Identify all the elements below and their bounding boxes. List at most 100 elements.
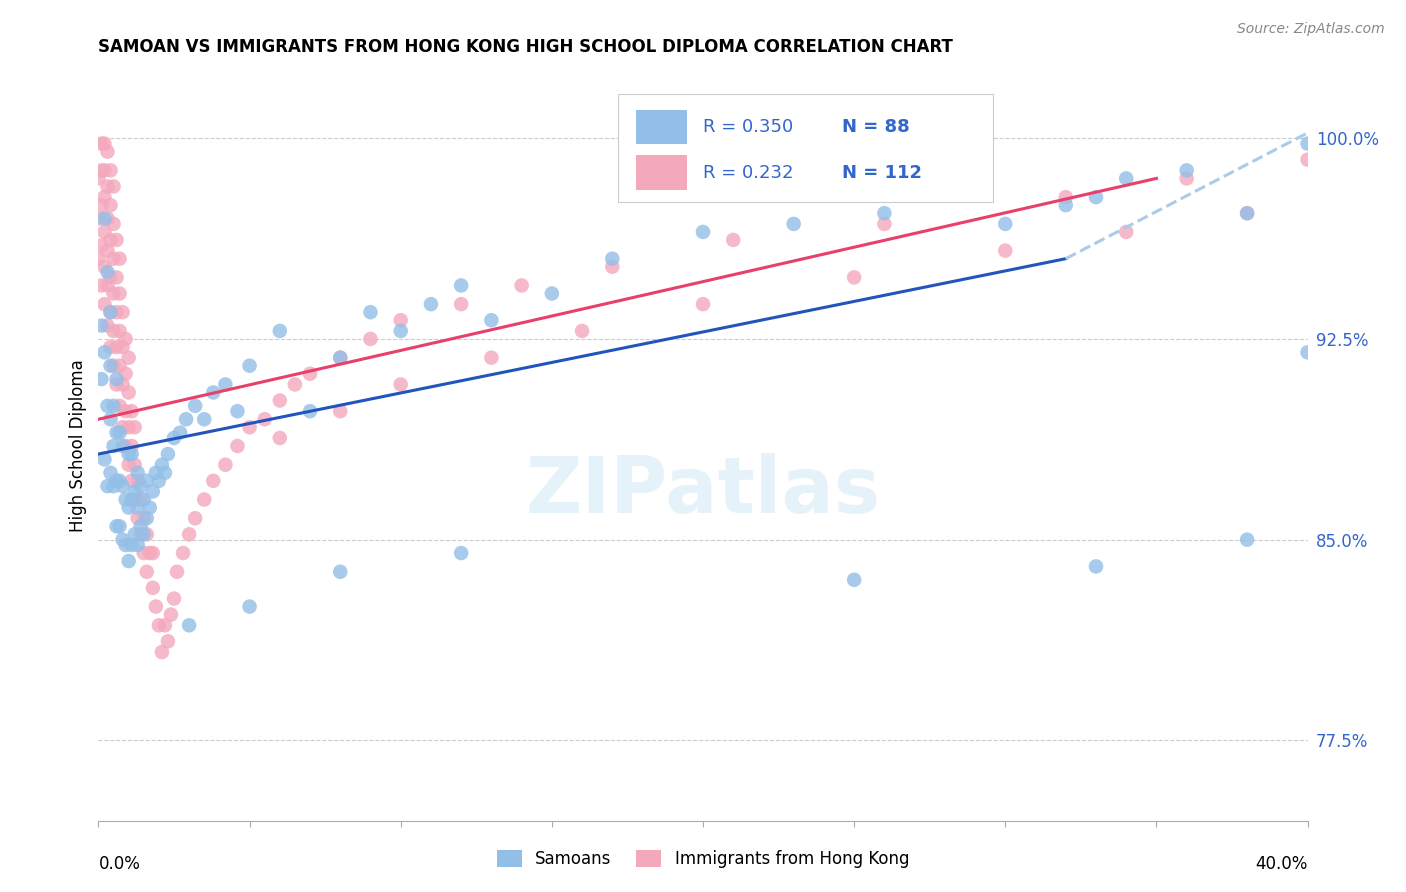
Point bbox=[253, 412, 276, 426]
Point bbox=[108, 286, 131, 301]
Point bbox=[100, 466, 122, 480]
FancyBboxPatch shape bbox=[619, 94, 993, 202]
Point bbox=[160, 607, 183, 622]
Point bbox=[105, 270, 128, 285]
Text: 40.0%: 40.0% bbox=[1256, 855, 1308, 873]
Point bbox=[96, 244, 118, 258]
Point bbox=[329, 404, 352, 418]
Point bbox=[129, 492, 152, 507]
Point bbox=[100, 198, 122, 212]
Point bbox=[142, 484, 165, 499]
Point bbox=[114, 492, 136, 507]
Point bbox=[118, 554, 141, 568]
Point bbox=[1175, 163, 1198, 178]
Point bbox=[93, 190, 115, 204]
Point bbox=[994, 217, 1017, 231]
Point bbox=[124, 492, 146, 507]
Point bbox=[93, 136, 115, 151]
Point bbox=[571, 324, 593, 338]
Point bbox=[121, 538, 143, 552]
Point bbox=[100, 305, 122, 319]
Text: SAMOAN VS IMMIGRANTS FROM HONG KONG HIGH SCHOOL DIPLOMA CORRELATION CHART: SAMOAN VS IMMIGRANTS FROM HONG KONG HIGH… bbox=[98, 38, 953, 56]
Point bbox=[269, 393, 291, 408]
Point bbox=[96, 211, 118, 226]
Point bbox=[129, 519, 152, 533]
Point bbox=[844, 270, 866, 285]
Point bbox=[105, 340, 128, 354]
Point bbox=[127, 500, 149, 515]
Point bbox=[111, 439, 134, 453]
Point bbox=[103, 252, 125, 266]
Point bbox=[90, 198, 112, 212]
Point bbox=[108, 399, 131, 413]
Point bbox=[1175, 171, 1198, 186]
Point bbox=[93, 452, 115, 467]
Point bbox=[389, 313, 412, 327]
Point bbox=[111, 533, 134, 547]
Point bbox=[481, 313, 503, 327]
FancyBboxPatch shape bbox=[637, 155, 688, 190]
Point bbox=[124, 484, 146, 499]
Text: ZIPatlas: ZIPatlas bbox=[526, 453, 880, 529]
Point bbox=[103, 179, 125, 194]
Point bbox=[90, 238, 112, 252]
Point bbox=[132, 546, 155, 560]
Point bbox=[1296, 136, 1319, 151]
Point bbox=[193, 412, 215, 426]
Point bbox=[163, 591, 186, 606]
Point bbox=[118, 385, 141, 400]
Point bbox=[127, 474, 149, 488]
Point bbox=[90, 318, 112, 333]
Point bbox=[783, 217, 806, 231]
Point bbox=[118, 458, 141, 472]
Point bbox=[103, 399, 125, 413]
Point bbox=[90, 278, 112, 293]
Point bbox=[174, 412, 197, 426]
Point bbox=[299, 404, 322, 418]
Point bbox=[139, 546, 162, 560]
Point bbox=[103, 439, 125, 453]
Point bbox=[121, 492, 143, 507]
Point bbox=[111, 305, 134, 319]
Text: Source: ZipAtlas.com: Source: ZipAtlas.com bbox=[1237, 22, 1385, 37]
Point bbox=[100, 359, 122, 373]
Point bbox=[202, 474, 225, 488]
Point bbox=[103, 286, 125, 301]
Point bbox=[96, 278, 118, 293]
Point bbox=[873, 217, 896, 231]
Point bbox=[214, 377, 236, 392]
Point bbox=[284, 377, 307, 392]
Point bbox=[873, 206, 896, 220]
Point bbox=[105, 474, 128, 488]
Point bbox=[108, 519, 131, 533]
Point bbox=[1085, 190, 1108, 204]
Point bbox=[1236, 206, 1258, 220]
Y-axis label: High School Diploma: High School Diploma bbox=[69, 359, 87, 533]
Legend: Samoans, Immigrants from Hong Kong: Samoans, Immigrants from Hong Kong bbox=[491, 843, 915, 875]
Point bbox=[329, 351, 352, 365]
Point bbox=[239, 599, 262, 614]
Point bbox=[108, 425, 131, 440]
Point bbox=[108, 252, 131, 266]
Point bbox=[360, 332, 382, 346]
Point bbox=[118, 420, 141, 434]
Point bbox=[132, 492, 155, 507]
Point bbox=[1115, 171, 1137, 186]
Point bbox=[96, 179, 118, 194]
Point bbox=[540, 286, 562, 301]
Point bbox=[132, 511, 155, 525]
Point bbox=[360, 305, 382, 319]
Point bbox=[602, 252, 624, 266]
Point bbox=[450, 278, 472, 293]
Point bbox=[692, 225, 714, 239]
Point bbox=[450, 297, 472, 311]
Point bbox=[135, 565, 157, 579]
Point bbox=[389, 377, 412, 392]
Point bbox=[179, 618, 201, 632]
Point bbox=[145, 466, 167, 480]
Point bbox=[169, 425, 191, 440]
Point bbox=[148, 474, 170, 488]
Point bbox=[602, 260, 624, 274]
Point bbox=[103, 479, 125, 493]
Point bbox=[127, 511, 149, 525]
